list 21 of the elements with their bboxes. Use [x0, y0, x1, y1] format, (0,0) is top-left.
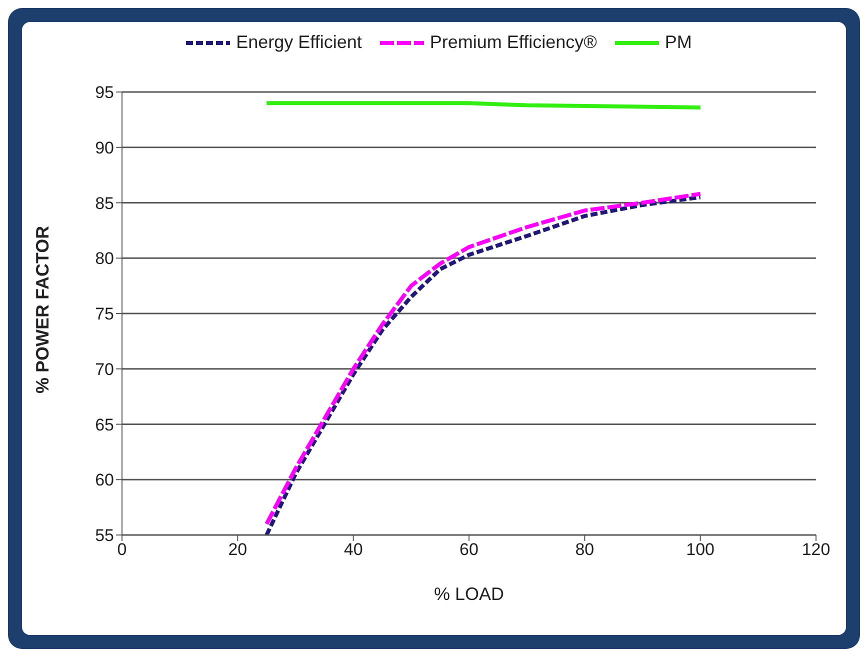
x-tick-label: 120	[802, 540, 830, 560]
y-tick-label: 60	[95, 470, 114, 490]
legend-label: Premium Efficiency®	[430, 32, 597, 53]
y-tick-label: 80	[95, 249, 114, 268]
x-tick-label: 40	[344, 540, 363, 560]
x-tick-label: 80	[575, 540, 594, 560]
y-tick-label: 95	[95, 83, 114, 102]
x-tick-label: 20	[228, 540, 248, 560]
legend-label: Energy Efficient	[236, 32, 362, 53]
y-tick-label: 70	[95, 360, 114, 379]
y-tick-label: 75	[95, 304, 114, 324]
y-tick-label: 65	[95, 415, 114, 434]
y-tick-label: 85	[95, 194, 114, 213]
y-axis-title: % POWER FACTOR	[32, 226, 52, 394]
x-tick-label: 60	[460, 540, 478, 560]
x-axis-title: % LOAD	[434, 584, 504, 604]
x-tick-label: 0	[117, 540, 127, 560]
legend-label: PM	[664, 32, 692, 53]
y-tick-label: 55	[95, 526, 114, 546]
y-tick-label: 90	[95, 138, 114, 158]
x-tick-label: 100	[686, 540, 715, 560]
